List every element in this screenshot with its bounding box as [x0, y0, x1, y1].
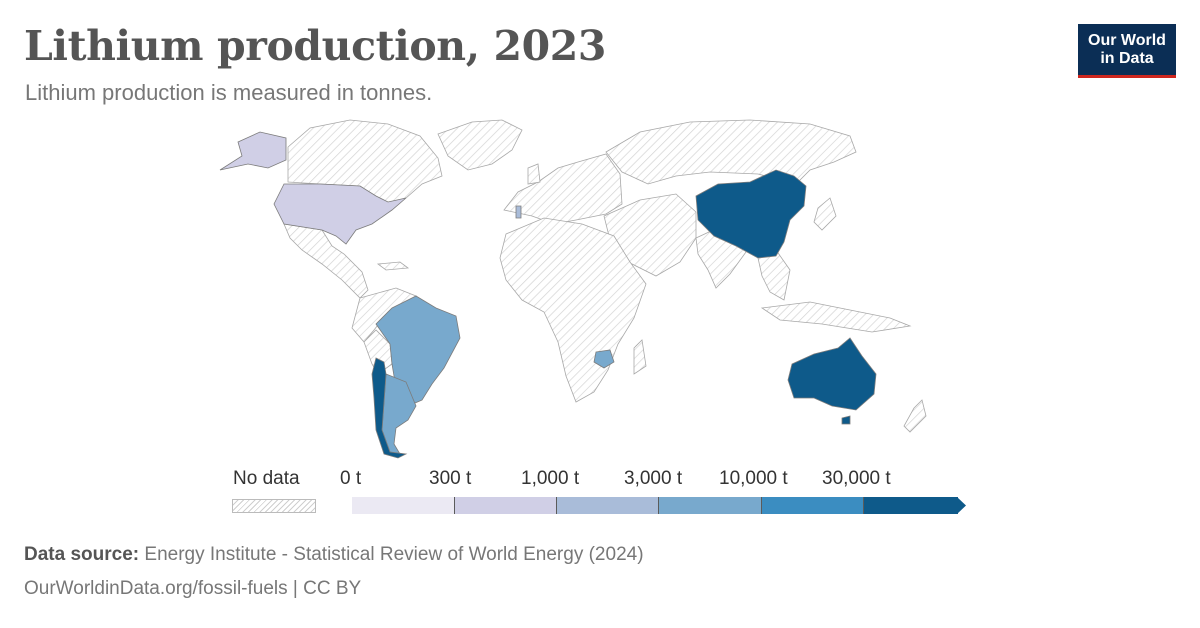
portugal-shape[interactable]: [515, 205, 522, 219]
zimbabwe-shape[interactable]: [593, 349, 615, 369]
legend-bin-4[interactable]: [762, 497, 864, 514]
japan-shape[interactable]: [813, 197, 837, 231]
legend-tick-5: 30,000 t: [822, 468, 891, 489]
new-zealand-shape[interactable]: [903, 399, 927, 433]
legend-no-data-swatch[interactable]: [232, 499, 316, 513]
chile-shape[interactable]: [371, 357, 408, 459]
owid-logo[interactable]: Our World in Data: [1078, 24, 1176, 78]
legend-tick-4: 10,000 t: [719, 468, 788, 489]
data-source-label: Data source:: [24, 544, 140, 565]
logo-line-1: Our World: [1088, 31, 1166, 49]
logo-line-2: in Data: [1100, 49, 1154, 67]
legend-bin-5[interactable]: [864, 497, 958, 514]
legend-tick-2: 1,000 t: [521, 468, 580, 489]
legend-bin-1[interactable]: [455, 497, 557, 514]
legend-tick-0: 0 t: [340, 468, 362, 489]
legend-tick-3: 3,000 t: [624, 468, 683, 489]
legend-bin-2[interactable]: [557, 497, 659, 514]
data-source-line: Data source: Energy Institute - Statisti…: [24, 544, 644, 566]
united-states-shape[interactable]: [273, 183, 407, 245]
alaska-shape[interactable]: [219, 131, 287, 171]
no-data-countries: [283, 119, 927, 433]
australia-shape[interactable]: [787, 337, 877, 411]
europe-shape[interactable]: [503, 153, 623, 225]
source-url-line[interactable]: OurWorldinData.org/fossil-fuels | CC BY: [24, 578, 361, 600]
data-source-text: Energy Institute - Statistical Review of…: [144, 544, 644, 565]
madagascar-shape[interactable]: [633, 339, 647, 375]
legend-bin-3[interactable]: [659, 497, 762, 514]
uk-shape[interactable]: [527, 163, 541, 185]
chart-title: Lithium production, 2023: [24, 22, 606, 70]
source-url-text[interactable]: OurWorldinData.org/fossil-fuels | CC BY: [24, 578, 362, 599]
data-countries: [219, 131, 877, 459]
legend-arrow-icon: [957, 497, 966, 514]
mexico-shape[interactable]: [283, 223, 369, 299]
chart-subtitle: Lithium production is measured in tonnes…: [25, 80, 433, 105]
russia-shape[interactable]: [605, 119, 857, 185]
legend-bin-0[interactable]: [352, 497, 455, 514]
legend-no-data-label: No data: [233, 468, 300, 489]
legend-tick-1: 300 t: [429, 468, 472, 489]
china-shape[interactable]: [695, 169, 807, 259]
tasmania-shape[interactable]: [841, 415, 851, 425]
cuba-shape[interactable]: [376, 261, 410, 271]
world-map: [219, 119, 927, 459]
indonesia-shape[interactable]: [760, 301, 912, 333]
greenland-shape[interactable]: [437, 119, 523, 171]
